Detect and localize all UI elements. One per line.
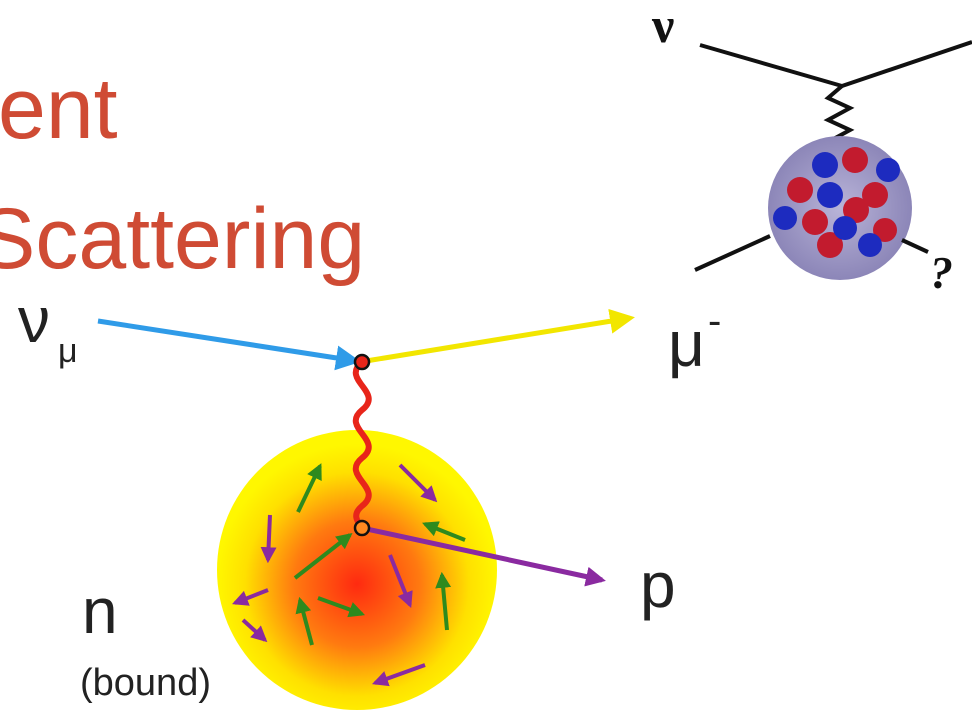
diagram: ent Scattering ν ? bbox=[0, 0, 972, 711]
vertex bbox=[355, 355, 369, 369]
neutron-label: n bbox=[82, 575, 118, 647]
muon-superscript: - bbox=[708, 299, 721, 343]
title-line: Scattering bbox=[0, 191, 365, 287]
neutrino-line bbox=[98, 321, 356, 361]
muon-label: μ bbox=[668, 308, 705, 380]
neutrino-subscript: μ bbox=[58, 332, 78, 370]
neutron-note: (bound) bbox=[80, 662, 211, 704]
vertex bbox=[355, 521, 369, 535]
inset-neutrino: ν bbox=[651, 0, 674, 53]
muon-line bbox=[366, 318, 630, 361]
neutrino-label: ν bbox=[18, 284, 50, 356]
inset-diagram: ν ? bbox=[651, 0, 972, 298]
title-line: ent bbox=[0, 61, 118, 157]
proton-label: p bbox=[640, 549, 676, 621]
inset-question: ? bbox=[930, 247, 953, 298]
